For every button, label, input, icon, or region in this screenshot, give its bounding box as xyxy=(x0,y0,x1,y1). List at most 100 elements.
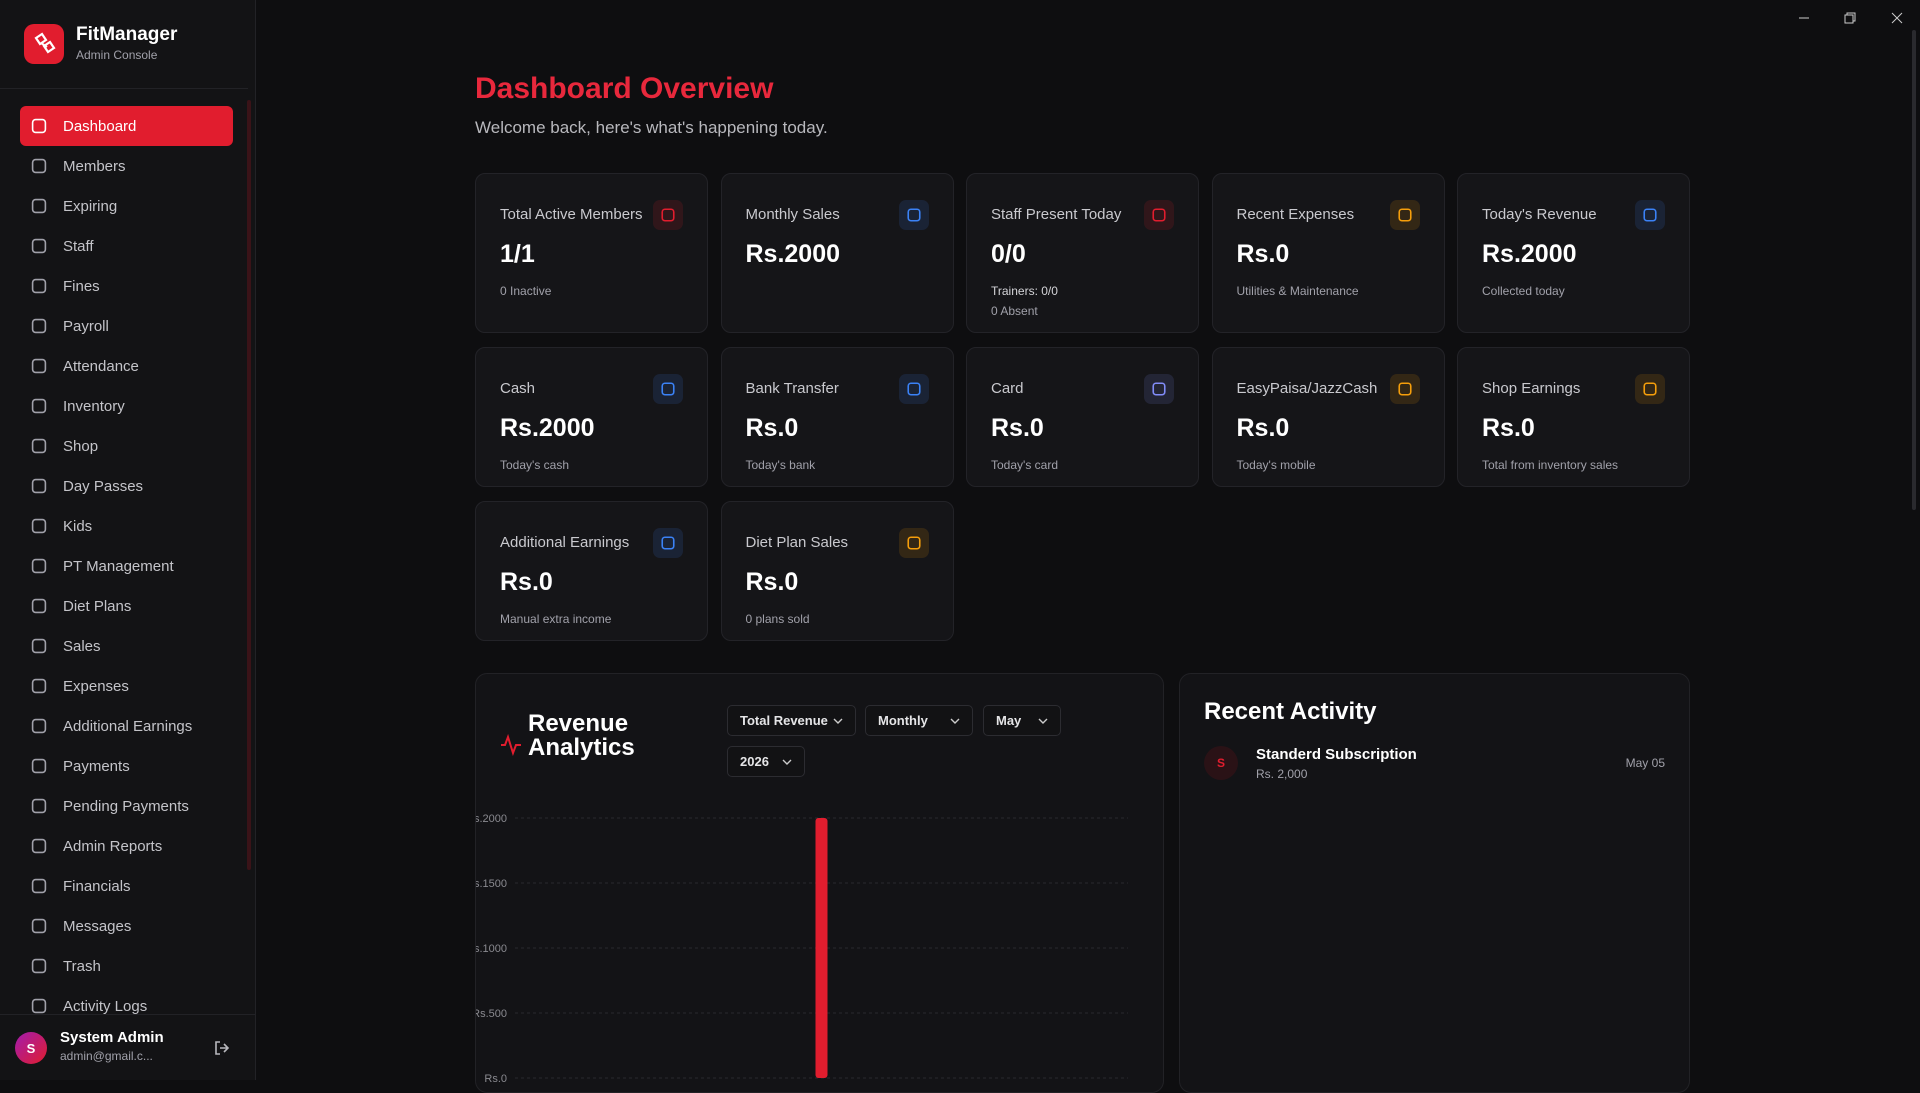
logout-button[interactable] xyxy=(213,1039,231,1057)
nav-item[interactable]: Day Passes xyxy=(20,466,233,506)
icon xyxy=(661,382,675,396)
nav-item[interactable]: Inventory xyxy=(20,386,233,426)
icon-shape xyxy=(661,208,675,222)
nav-item[interactable]: Members xyxy=(20,146,233,186)
nav-item[interactable]: Dashboard xyxy=(20,106,233,146)
nav-item[interactable]: Shop xyxy=(20,426,233,466)
icon xyxy=(906,208,921,222)
close-button[interactable] xyxy=(1887,8,1907,28)
card-note: Collected today xyxy=(1482,284,1565,298)
y-tick-label: Rs.0 xyxy=(484,1073,507,1085)
nav-item[interactable]: Payroll xyxy=(20,306,233,346)
icon-shape xyxy=(31,798,47,814)
card-icon xyxy=(1389,200,1420,230)
nav-item[interactable]: Expenses xyxy=(20,666,233,706)
icon xyxy=(31,798,47,814)
filter-dropdown[interactable]: 2026 xyxy=(727,746,805,777)
scrollbar xyxy=(247,100,251,870)
icon xyxy=(31,878,47,894)
icon-shape xyxy=(906,208,921,222)
nav-label: Activity Logs xyxy=(63,997,148,1015)
activity-avatar: S xyxy=(1204,746,1238,780)
nav-item[interactable]: Messages xyxy=(20,906,233,946)
nav-item[interactable]: Attendance xyxy=(20,346,233,386)
nav-label: Trash xyxy=(63,957,101,975)
card-note: Utilities & Maintenance xyxy=(1236,284,1359,298)
bar xyxy=(815,818,828,1078)
icon-shape xyxy=(31,558,47,574)
card-title: Diet Plan Sales xyxy=(745,534,849,551)
icon xyxy=(31,278,47,294)
user-panel: S System Admin admin@gmail.c... xyxy=(0,1014,255,1081)
nav-label: Attendance xyxy=(63,357,139,375)
nav-item[interactable]: Pending Payments xyxy=(20,786,233,826)
nav-item[interactable]: Trash xyxy=(20,946,233,986)
nav-item[interactable]: Kids xyxy=(20,506,233,546)
card-value: Rs.0 xyxy=(1236,414,1290,442)
icon xyxy=(31,758,47,774)
icon-shape xyxy=(661,382,675,396)
nav-item[interactable]: Payments xyxy=(20,746,233,786)
card-value: Rs.2000 xyxy=(1482,240,1577,268)
icon xyxy=(31,438,47,454)
nav-item[interactable]: Financials xyxy=(20,866,233,906)
stat-card: Cash Rs.2000 Today's cash xyxy=(475,347,708,487)
icon xyxy=(1643,208,1657,222)
icon xyxy=(1152,208,1166,222)
stat-card: Additional Earnings Rs.0 Manual extra inco… xyxy=(475,501,708,641)
stat-card: Recent Expenses Rs.0 Utilities & Maintenan… xyxy=(1211,173,1445,333)
nav-item[interactable]: Admin Reports xyxy=(20,826,233,866)
card-title: Today's Revenue xyxy=(1482,206,1597,223)
icon xyxy=(31,358,47,374)
chevron xyxy=(833,718,843,724)
filter-label: 2026 xyxy=(740,754,769,769)
filter-dropdown[interactable]: May xyxy=(983,705,1061,736)
stat-card: Today's Revenue Rs.2000 Collected today xyxy=(1457,173,1690,333)
card-note: 0 Inactive xyxy=(500,284,552,298)
brand-name: FitManager xyxy=(76,24,178,45)
nav-label: Financials xyxy=(63,877,131,895)
icon xyxy=(661,208,675,222)
filter-dropdown[interactable]: Monthly xyxy=(865,705,973,736)
analytics-title-line: Revenue xyxy=(528,710,629,737)
icon xyxy=(31,958,47,974)
logo xyxy=(24,24,64,64)
icon xyxy=(31,518,47,534)
filter-dropdown[interactable]: Total Revenue xyxy=(727,705,856,736)
card-icon xyxy=(1389,374,1420,404)
icon-shape xyxy=(31,838,47,854)
nav-item[interactable]: Sales xyxy=(20,626,233,666)
nav-item[interactable]: Expiring xyxy=(20,186,233,226)
card-icon xyxy=(1144,200,1174,230)
card-value: Rs.0 xyxy=(1482,414,1535,442)
nav-item[interactable]: Staff xyxy=(20,226,233,266)
icon xyxy=(31,998,47,1014)
icon-shape xyxy=(661,536,675,550)
close-icon xyxy=(1891,12,1903,24)
card-icon xyxy=(653,528,683,558)
nav-item[interactable]: Additional Earnings xyxy=(20,706,233,746)
card-note: 0 plans sold xyxy=(745,612,810,626)
icon-shape xyxy=(31,878,47,894)
nav-item[interactable]: Activity Logs xyxy=(20,986,233,1015)
restore-button[interactable] xyxy=(1840,8,1860,28)
nav-item[interactable]: Fines xyxy=(20,266,233,306)
nav-item[interactable]: PT Management xyxy=(20,546,233,586)
card-title: Total Active Members xyxy=(500,206,643,223)
card-value: Rs.0 xyxy=(745,414,799,442)
activity-amount: Rs. 2,000 xyxy=(1256,767,1308,781)
stat-card: EasyPaisa/JazzCash Rs.0 Today's mobile xyxy=(1211,347,1445,487)
icon xyxy=(31,558,47,574)
activity-name: Standerd Subscription xyxy=(1256,746,1417,763)
nav-item[interactable]: Diet Plans xyxy=(20,586,233,626)
icon-shape xyxy=(31,398,47,414)
card-icon xyxy=(1635,200,1665,230)
card-note: Today's cash xyxy=(500,458,569,472)
card-note: Today's bank xyxy=(745,458,816,472)
chevron xyxy=(1038,718,1048,724)
minimize-button[interactable] xyxy=(1794,8,1814,28)
revenue-panel: Revenue Analytics Total Revenue Monthly Ma… xyxy=(475,673,1164,1093)
icon-shape xyxy=(1397,382,1412,396)
icon-shape xyxy=(31,718,47,734)
